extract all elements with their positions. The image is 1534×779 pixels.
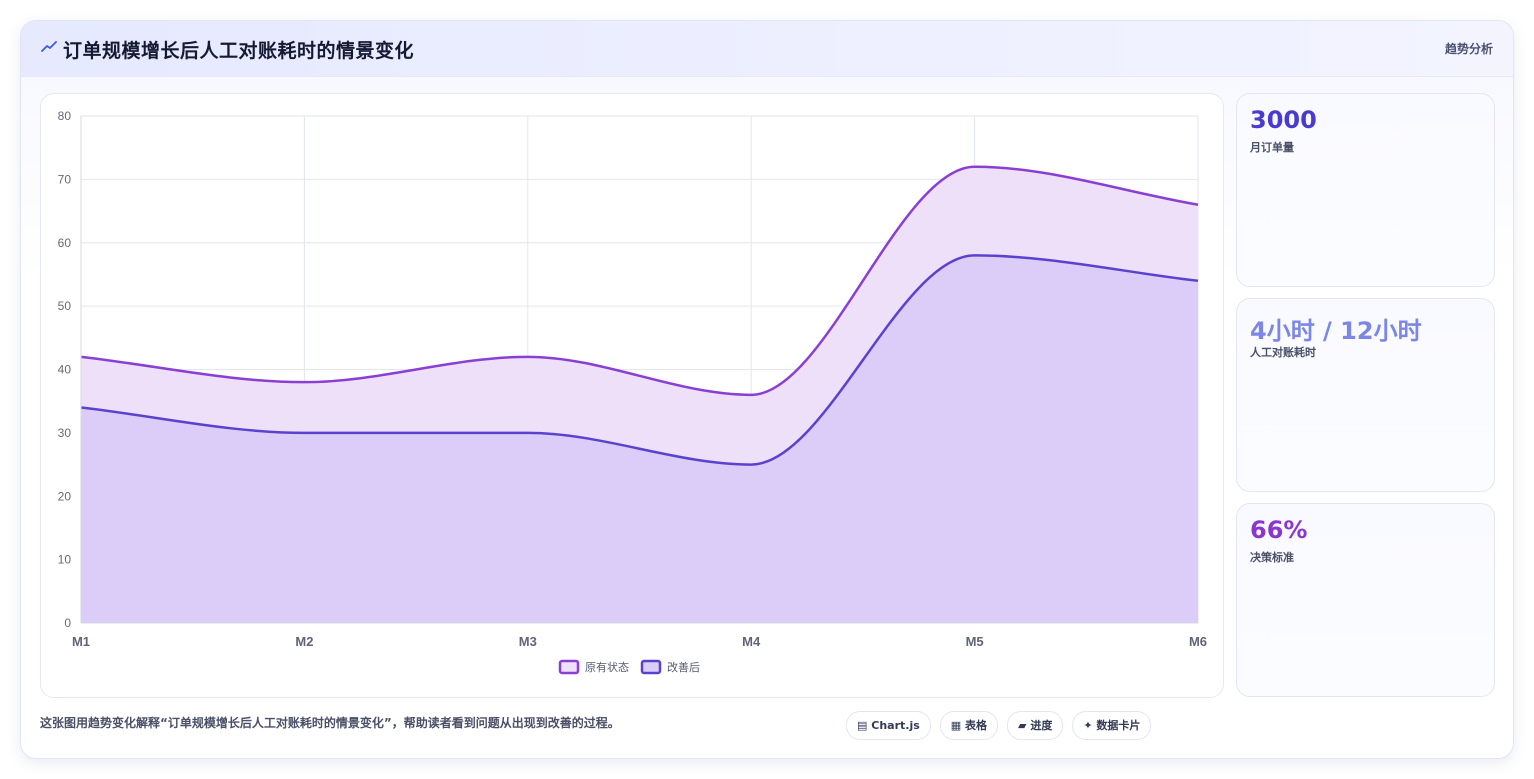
x-tick-label: M6 <box>1189 634 1207 649</box>
chip-table[interactable]: ▦ 表格 <box>939 711 999 740</box>
card-header: 订单规模增长后人工对账耗时的情景变化 趋势分析 <box>21 21 1513 77</box>
series-line-1 <box>80 165 1199 397</box>
chip-chartjs[interactable]: ▤ Chart.js <box>846 711 931 740</box>
y-tick-label: 50 <box>58 299 72 313</box>
y-tick-label: 0 <box>64 616 71 630</box>
x-tick-label: M5 <box>966 634 984 649</box>
chip-data-card[interactable]: ✦ 数据卡片 <box>1072 711 1152 740</box>
chip-label: Chart.js <box>871 719 920 732</box>
kpi-label: 人工对账耗时 <box>1250 346 1316 359</box>
chip-label: 表格 <box>965 719 988 732</box>
progress-icon: ▰ <box>1018 719 1027 732</box>
chip-label: 数据卡片 <box>1096 719 1141 732</box>
tech-chips: ▤ Chart.js ▦ 表格 ▰ 进度 ✦ 数据卡片 <box>846 711 1152 740</box>
x-tick-label: M2 <box>295 634 313 649</box>
header-tag: 趋势分析 <box>1444 42 1493 56</box>
y-tick-label: 40 <box>58 363 72 377</box>
y-tick-label: 10 <box>58 553 72 567</box>
y-tick-label: 80 <box>58 109 72 123</box>
y-tick-label: 70 <box>58 172 72 186</box>
legend-swatch-1 <box>558 659 580 675</box>
chip-label: 进度 <box>1030 719 1053 732</box>
kpi-value: 3000 <box>1250 106 1317 134</box>
x-tick-label: M4 <box>742 634 761 649</box>
y-tick-label: 20 <box>58 489 72 503</box>
legend-label-2: 改善后 <box>667 660 700 674</box>
x-tick-label: M1 <box>72 634 90 649</box>
series-line-2 <box>80 254 1199 466</box>
kpi-value: 4小时 / 12小时 <box>1250 317 1422 345</box>
kpi-label: 月订单量 <box>1250 141 1294 154</box>
legend-label-1: 原有状态 <box>585 660 629 674</box>
legend-swatch-2 <box>640 659 662 675</box>
chart-caption: 这张图用趋势变化解释“订单规模增长后人工对账耗时的情景变化”，帮助读者看到问题从… <box>40 716 620 730</box>
kpi-card-reconcile-time: 4小时 / 12小时 人工对账耗时 <box>1236 298 1495 492</box>
chart-panel: 0 10 20 30 40 50 60 70 80 M1 M2 M3 M4 M5 M6 原有状态 改善后 <box>40 93 1224 698</box>
sparkle-icon: ✦ <box>1083 719 1093 732</box>
trend-line-icon <box>41 41 57 52</box>
kpi-card-decision-standard: 66% 决策标准 <box>1236 503 1495 697</box>
y-tick-label: 30 <box>58 426 72 440</box>
table-icon: ▦ <box>950 719 962 732</box>
chart-card: 订单规模增长后人工对账耗时的情景变化 趋势分析 0 10 20 30 40 50 60 70 8… <box>20 20 1514 759</box>
kpi-value: 66% <box>1250 516 1308 544</box>
kpi-card-orders: 3000 月订单量 <box>1236 93 1495 287</box>
chart-icon: ▤ <box>857 719 868 732</box>
area-chart: 0 10 20 30 40 50 60 70 80 M1 M2 M3 M4 M5 M6 原有状态 改善后 <box>58 109 1207 675</box>
kpi-label: 决策标准 <box>1250 551 1294 564</box>
x-tick-label: M3 <box>519 634 537 649</box>
y-tick-label: 60 <box>58 236 72 250</box>
page-title: 订单规模增长后人工对账耗时的情景变化 <box>63 40 415 62</box>
series-area-2 <box>81 255 1198 624</box>
chip-progress[interactable]: ▰ 进度 <box>1007 711 1064 740</box>
